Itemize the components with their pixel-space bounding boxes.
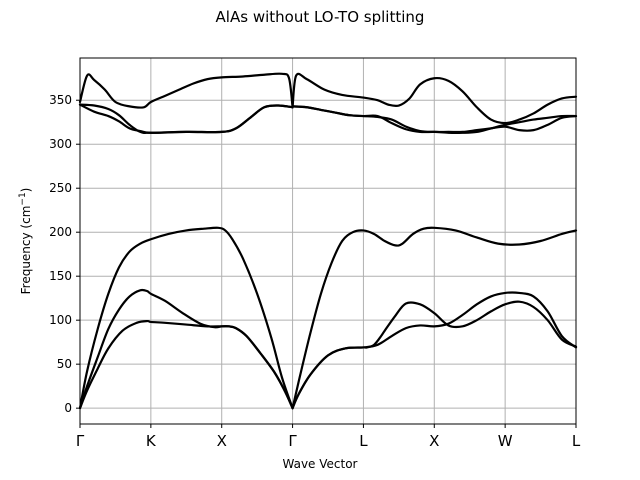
y-tick-label: 200 [49, 225, 72, 239]
x-tick-label: Γ [288, 432, 297, 450]
y-tick-label: 100 [49, 313, 72, 327]
band-line-5 [78, 103, 294, 134]
band-line-3 [78, 226, 294, 410]
x-tick-label: W [498, 432, 513, 450]
y-ticks: 0 50 100 150 200 250 300 350 [49, 93, 80, 415]
x-tick-label: K [146, 432, 157, 450]
chart-title: AlAs without LO-TO splitting [216, 8, 425, 26]
x-tick-label: Γ [76, 432, 85, 450]
y-tick-label: 250 [49, 181, 72, 195]
y-tick-label: 150 [49, 269, 72, 283]
band-line-11 [291, 105, 578, 134]
band-line-12 [291, 72, 578, 125]
band-line-8 [291, 291, 578, 410]
band-line-6 [78, 72, 294, 109]
y-tick-label: 50 [57, 357, 72, 371]
x-tick-label: L [572, 432, 581, 450]
band-line-9 [291, 226, 578, 410]
y-axis-label-sup: −1 [18, 192, 28, 205]
y-tick-label: 0 [64, 401, 72, 415]
y-axis-label-end: ) [19, 188, 33, 193]
x-tick-label: X [429, 432, 439, 450]
series-lines [78, 72, 578, 410]
plot-frame [79, 57, 577, 425]
y-tick-label: 300 [49, 137, 72, 151]
band-line-2 [78, 288, 294, 410]
y-tick-label: 350 [49, 93, 72, 107]
x-tick-label: L [359, 432, 368, 450]
y-axis-label-main: Frequency (cm [19, 206, 33, 295]
y-axis-label: Frequency (cm−1) [18, 188, 33, 295]
x-tick-label: X [217, 432, 227, 450]
x-axis-label: Wave Vector [283, 457, 358, 471]
grid [79, 58, 577, 424]
